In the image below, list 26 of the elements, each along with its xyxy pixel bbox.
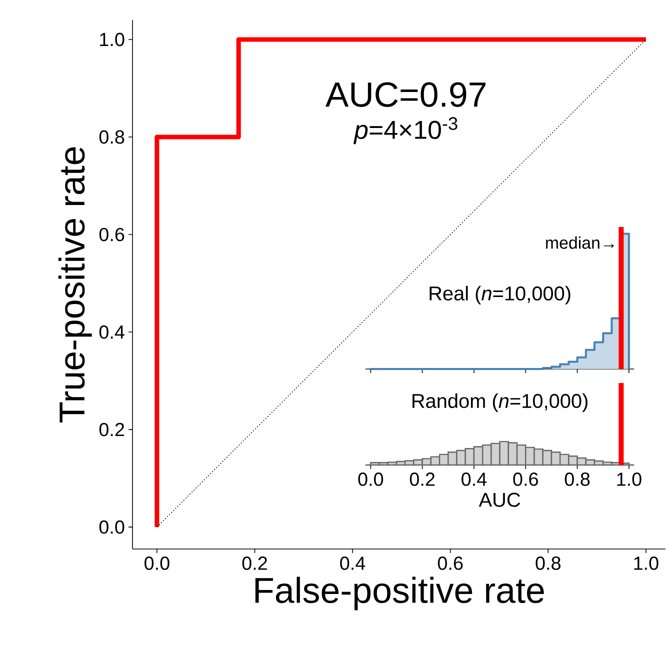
- x-tick-label: 0.8: [564, 472, 590, 486]
- y-tick-label: 0.6: [99, 228, 124, 242]
- y-tick-label: 0.2: [99, 422, 124, 436]
- x-tick-label: 1.0: [617, 472, 642, 486]
- x-tick-label: 0.4: [340, 556, 366, 570]
- x-tick-label: 0.0: [144, 556, 170, 570]
- x-tick-label: 0.8: [536, 556, 560, 570]
- x-tick-label: 0.4: [462, 472, 487, 486]
- annotation: p=4×10$^{-3}$: [353, 117, 458, 144]
- y-tick-label: 0.4: [99, 325, 124, 339]
- x-tick-label: 0.2: [242, 556, 267, 570]
- chart-title: Random (n=10,000): [412, 393, 588, 412]
- x-tick-label: 0.6: [513, 472, 538, 486]
- y-axis-title: True-positive rate: [58, 147, 92, 423]
- y-tick-label: 0.8: [99, 130, 124, 144]
- x-tick-label: 0.6: [438, 556, 463, 570]
- annotation: AUC=0.97: [325, 82, 486, 107]
- x-tick-label: 1.0: [634, 556, 658, 570]
- x-tick-label: 0.0: [358, 472, 384, 486]
- text: Real (n=10,000): [430, 286, 570, 304]
- x-axis-title: AUC: [478, 492, 520, 507]
- x-tick-label: 0.2: [410, 472, 435, 486]
- y-tick-label: 1.0: [100, 32, 124, 46]
- y-tick-label: 0.0: [99, 520, 124, 534]
- x-axis-title: False-positive rate: [255, 576, 544, 610]
- ref-line-label: median→: [546, 236, 614, 249]
